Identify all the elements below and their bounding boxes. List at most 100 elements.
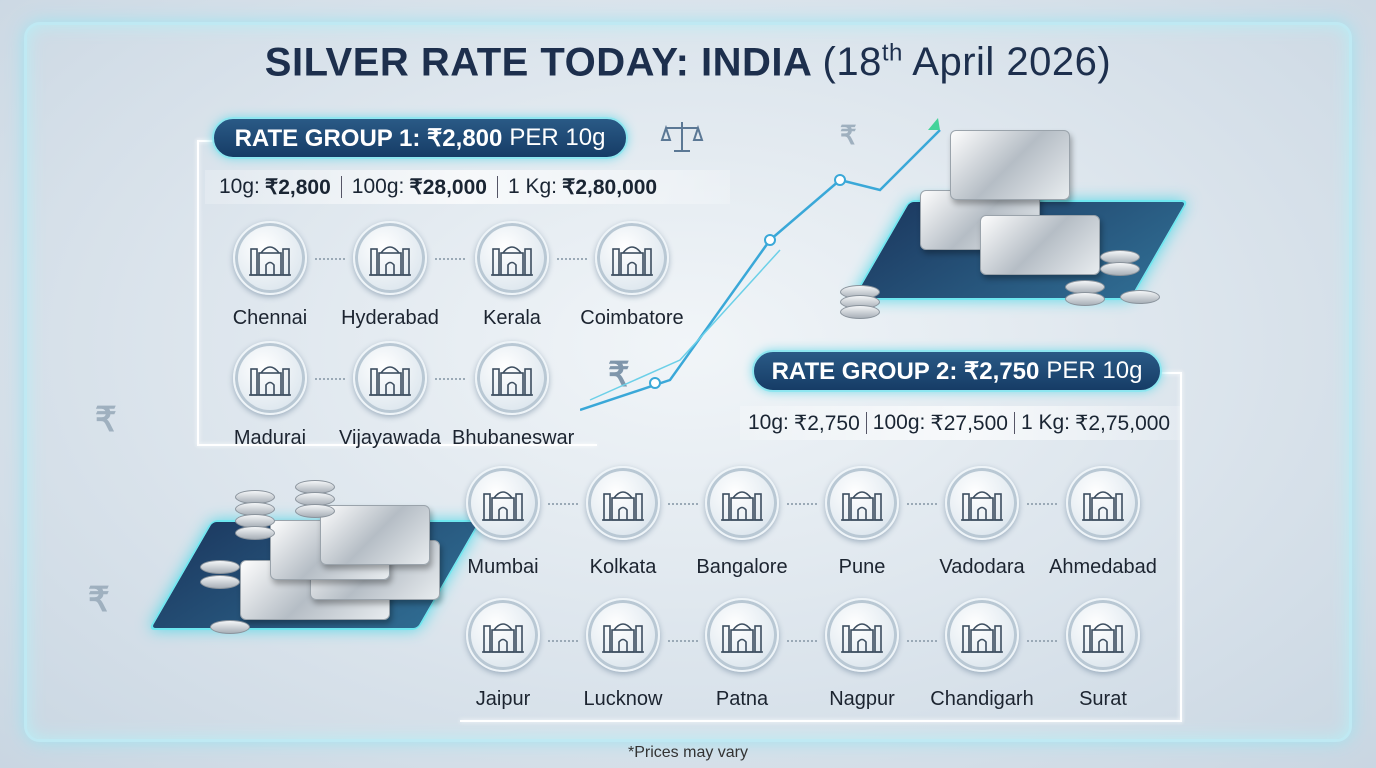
city-item: Hyderabad [330, 221, 450, 330]
connector [557, 258, 587, 260]
city-name: Madurai [233, 427, 307, 449]
price-value: ₹2,75,000 [1075, 411, 1171, 435]
city-name: Mumbai [467, 556, 539, 578]
group2-frame [1160, 372, 1182, 374]
city-item: Mumbai [443, 466, 563, 579]
footnote: *Prices may vary [627, 744, 749, 761]
city-item: Bangalore [682, 466, 802, 579]
city-item: Kerala [452, 221, 572, 330]
chart-arrow-icon [580, 118, 941, 412]
city-item: Ahmedabad [1043, 466, 1163, 579]
connector [315, 378, 345, 380]
landmark-icon [825, 466, 899, 540]
title-date-sup: th [881, 40, 903, 67]
price-value: ₹2,800 [264, 175, 331, 199]
city-item: Jaipur [443, 598, 563, 711]
frame-border [24, 22, 1352, 742]
group2-rate: RATE GROUP 2: ₹2,750 [771, 357, 1040, 385]
landmark-icon [825, 598, 899, 672]
price-value: ₹27,500 [930, 411, 1008, 435]
group2-unit: PER 10g [1046, 357, 1143, 384]
landmark-icon [466, 598, 540, 672]
connector [435, 378, 465, 380]
connector [787, 503, 817, 505]
title-date: (18 [822, 40, 882, 85]
landmark-icon [475, 341, 549, 415]
city-item: Vijayawada [330, 341, 450, 450]
connector [548, 503, 578, 505]
landmark-icon [353, 221, 427, 295]
page-title: SILVER RATE TODAY: INDIA (18th April 202… [0, 40, 1376, 85]
city-name: Vijayawada [339, 427, 441, 449]
city-name: Kerala [483, 307, 541, 329]
landmark-icon [353, 341, 427, 415]
price-value: ₹28,000 [409, 175, 487, 199]
city-item: Lucknow [563, 598, 683, 711]
city-item: Patna [682, 598, 802, 711]
city-item: Chandigarh [922, 598, 1042, 711]
city-item: Vadodara [922, 466, 1042, 579]
city-item: Coimbatore [572, 221, 692, 330]
city-name: Chennai [232, 307, 308, 329]
connector [315, 258, 345, 260]
city-name: Hyderabad [341, 307, 439, 329]
city-name: Lucknow [583, 688, 663, 710]
city-item: Surat [1043, 598, 1163, 711]
connector [548, 640, 578, 642]
city-item: Nagpur [802, 598, 922, 711]
city-name: Pune [838, 556, 886, 578]
group1-rate: RATE GROUP 1: ₹2,800 [234, 124, 503, 152]
connector [907, 640, 937, 642]
price-label: 1 Kg: [1020, 411, 1070, 434]
group1-prices: 10g: ₹2,800 100g: ₹28,000 1 Kg: ₹2,80,000 [205, 170, 730, 204]
group1-unit: PER 10g [509, 124, 606, 151]
group1-header: RATE GROUP 1: ₹2,800 PER 10g [212, 117, 628, 159]
group2-frame [1180, 372, 1182, 722]
landmark-icon [945, 466, 1019, 540]
rupee-icon: ₹ [88, 581, 110, 619]
group1-frame [197, 140, 215, 142]
connector [907, 503, 937, 505]
connector [668, 640, 698, 642]
city-name: Patna [715, 688, 769, 710]
scales-icon [660, 122, 704, 152]
connector [1027, 640, 1057, 642]
title-date-suffix: April 2026) [902, 40, 1112, 85]
city-name: Bhubaneswar [452, 427, 575, 449]
rupee-icon: ₹ [840, 120, 857, 150]
group2-frame [460, 720, 1182, 722]
landmark-icon [705, 466, 779, 540]
price-label: 100g: [872, 411, 926, 434]
city-item: Pune [802, 466, 922, 579]
price-label: 10g: [219, 175, 260, 198]
city-item: Kolkata [563, 466, 683, 579]
city-item: Madurai [210, 341, 330, 450]
city-name: Ahmedabad [1049, 556, 1157, 578]
connector [787, 640, 817, 642]
landmark-icon [595, 221, 669, 295]
price-label: 10g: [748, 411, 789, 434]
city-name: Coimbatore [580, 307, 684, 329]
city-name: Kolkata [589, 556, 657, 578]
landmark-icon [1066, 466, 1140, 540]
connector [1027, 503, 1057, 505]
landmark-icon [233, 341, 307, 415]
city-name: Surat [1079, 688, 1127, 710]
city-name: Vadodara [939, 556, 1025, 578]
city-name: Chandigarh [930, 688, 1034, 710]
group1-frame [197, 444, 597, 446]
landmark-icon [475, 221, 549, 295]
city-item: Bhubaneswar [452, 341, 575, 450]
rupee-icon: ₹ [95, 401, 117, 439]
landmark-icon [233, 221, 307, 295]
connector [668, 503, 698, 505]
landmark-icon [705, 598, 779, 672]
price-label: 100g: [351, 175, 405, 198]
landmark-icon [1066, 598, 1140, 672]
price-value: ₹2,750 [793, 411, 860, 435]
city-name: Jaipur [475, 688, 531, 710]
landmark-icon [586, 466, 660, 540]
city-item: Chennai [210, 221, 330, 330]
price-value: ₹2,80,000 [562, 175, 658, 199]
group1-frame [197, 140, 199, 445]
